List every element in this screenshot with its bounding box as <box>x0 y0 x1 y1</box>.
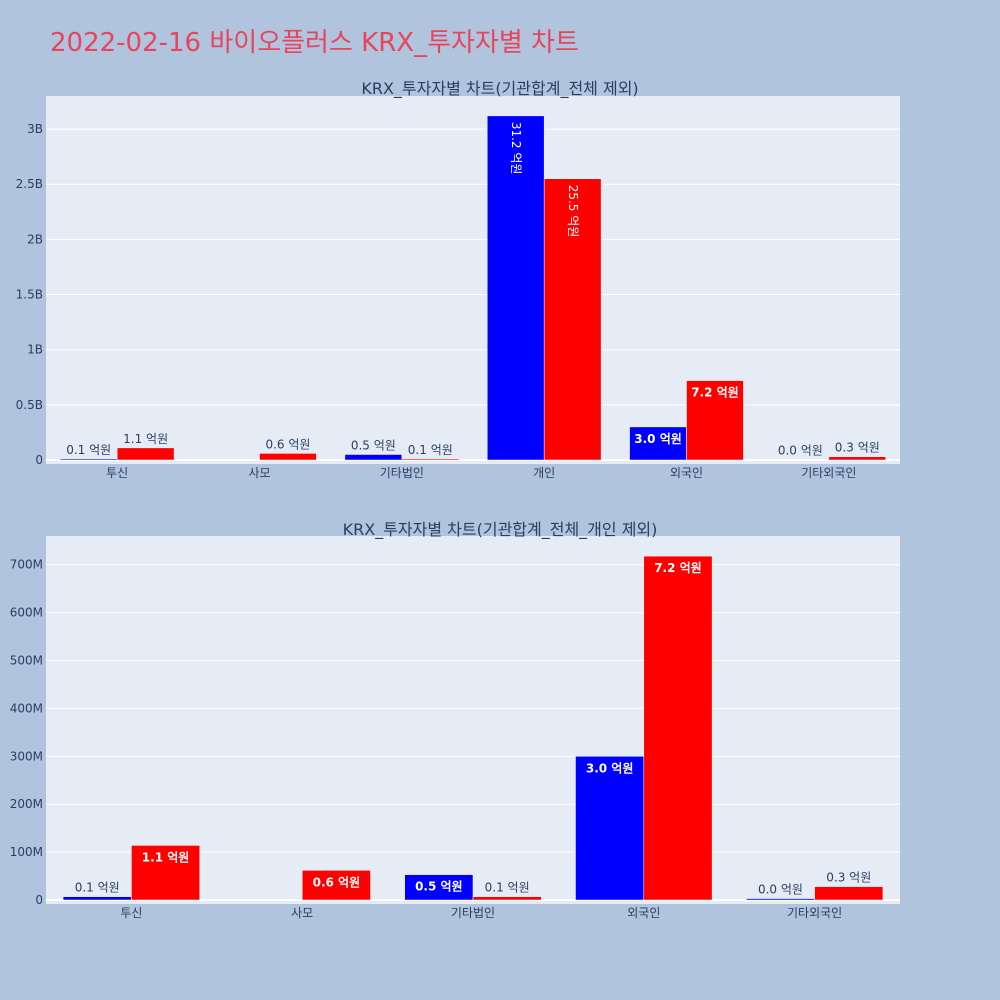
bar[interactable] <box>486 115 545 461</box>
bar[interactable] <box>116 447 175 461</box>
bar-value-label: 7.2 억원 <box>691 386 739 400</box>
bar-value-label: 0.5 억원 <box>415 880 463 894</box>
chart-2: KRX_투자자별 차트(기관합계_전체_개인 제외) 0 100M 200M 300M 4… <box>10 520 900 920</box>
chart-title: KRX_투자자별 차트(기관합계_전체_개인 제외) <box>343 520 658 540</box>
bar[interactable] <box>629 426 687 461</box>
y-tick-label: 600M <box>10 606 43 620</box>
bar-value-label: 0.3 억원 <box>826 871 871 885</box>
plot-area <box>46 536 900 904</box>
y-tick-label: 700M <box>10 558 43 572</box>
y-tick-label: 1.5B <box>16 288 43 302</box>
x-tick-label: 개인 <box>533 466 555 480</box>
bar-value-label: 0.0 억원 <box>758 883 803 897</box>
x-tick-label: 사모 <box>248 466 270 480</box>
bar-value-label: 0.5 억원 <box>351 438 396 452</box>
bar-value-label: 25.5 억원 <box>566 185 580 238</box>
bar-value-label: 0.6 억원 <box>265 437 310 451</box>
bar[interactable] <box>404 874 474 901</box>
bar[interactable] <box>746 898 815 901</box>
bar-value-label: 0.1 억원 <box>485 881 530 895</box>
bar-value-label: 0.0 억원 <box>778 444 823 458</box>
bar[interactable] <box>543 178 602 461</box>
bar[interactable] <box>59 458 118 461</box>
bar-value-label: 0.1 억원 <box>75 881 120 895</box>
y-tick-label: 0 <box>35 893 43 907</box>
bar-value-label: 0.1 억원 <box>408 443 453 457</box>
bar[interactable] <box>344 454 403 461</box>
y-tick-label: 400M <box>10 701 43 715</box>
x-tick-label: 외국인 <box>627 906 660 920</box>
y-tick-label: 2B <box>27 232 43 246</box>
x-tick-label: 투신 <box>120 906 142 920</box>
bar-value-label: 1.1 억원 <box>123 432 168 446</box>
bar-value-label: 3.0 억원 <box>634 432 682 446</box>
chart-1: KRX_투자자별 차트(기관합계_전체 제외) 0 0.5B 1B 1.5B 2B 2.5B… <box>16 79 900 480</box>
bar[interactable] <box>814 886 884 901</box>
y-tick-label: 100M <box>10 845 43 859</box>
bar[interactable] <box>62 896 132 901</box>
y-tick-label: 0.5B <box>16 398 43 412</box>
bar-value-label: 31.2 억원 <box>509 122 523 175</box>
x-tick-label: 기타외국인 <box>801 466 856 480</box>
y-tick-label: 3B <box>27 122 43 136</box>
bar-value-label: 7.2 억원 <box>654 561 702 575</box>
bar[interactable] <box>301 870 371 901</box>
bar[interactable] <box>472 896 542 901</box>
bar-value-label: 0.6 억원 <box>313 875 361 889</box>
x-tick-label: 외국인 <box>670 466 703 480</box>
y-tick-label: 2.5B <box>16 177 43 191</box>
bar[interactable] <box>828 456 887 461</box>
chart-title: KRX_투자자별 차트(기관합계_전체 제외) <box>361 79 638 99</box>
bar[interactable] <box>575 756 645 901</box>
bar[interactable] <box>686 380 744 461</box>
x-tick-label: 투신 <box>106 466 128 480</box>
bar-value-label: 1.1 억원 <box>142 850 190 864</box>
x-tick-label: 사모 <box>291 906 313 920</box>
bar[interactable] <box>643 555 713 901</box>
bar[interactable] <box>259 453 317 461</box>
bar-value-label: 0.3 억원 <box>835 441 880 455</box>
y-tick-label: 500M <box>10 654 43 668</box>
x-tick-label: 기타외국인 <box>787 906 842 920</box>
y-tick-label: 0 <box>35 453 43 467</box>
bar-value-label: 0.1 억원 <box>66 443 111 457</box>
page-title: 2022-02-16 바이오플러스 KRX_투자자별 차트 <box>50 28 579 58</box>
y-tick-label: 1B <box>27 343 43 357</box>
plot-area <box>46 96 900 464</box>
bar-value-label: 3.0 억원 <box>586 761 634 775</box>
y-tick-label: 300M <box>10 749 43 763</box>
bar[interactable] <box>401 458 460 461</box>
x-tick-label: 기타법인 <box>380 466 424 480</box>
x-tick-label: 기타법인 <box>451 906 495 920</box>
bar[interactable] <box>131 845 200 901</box>
y-tick-label: 200M <box>10 797 43 811</box>
